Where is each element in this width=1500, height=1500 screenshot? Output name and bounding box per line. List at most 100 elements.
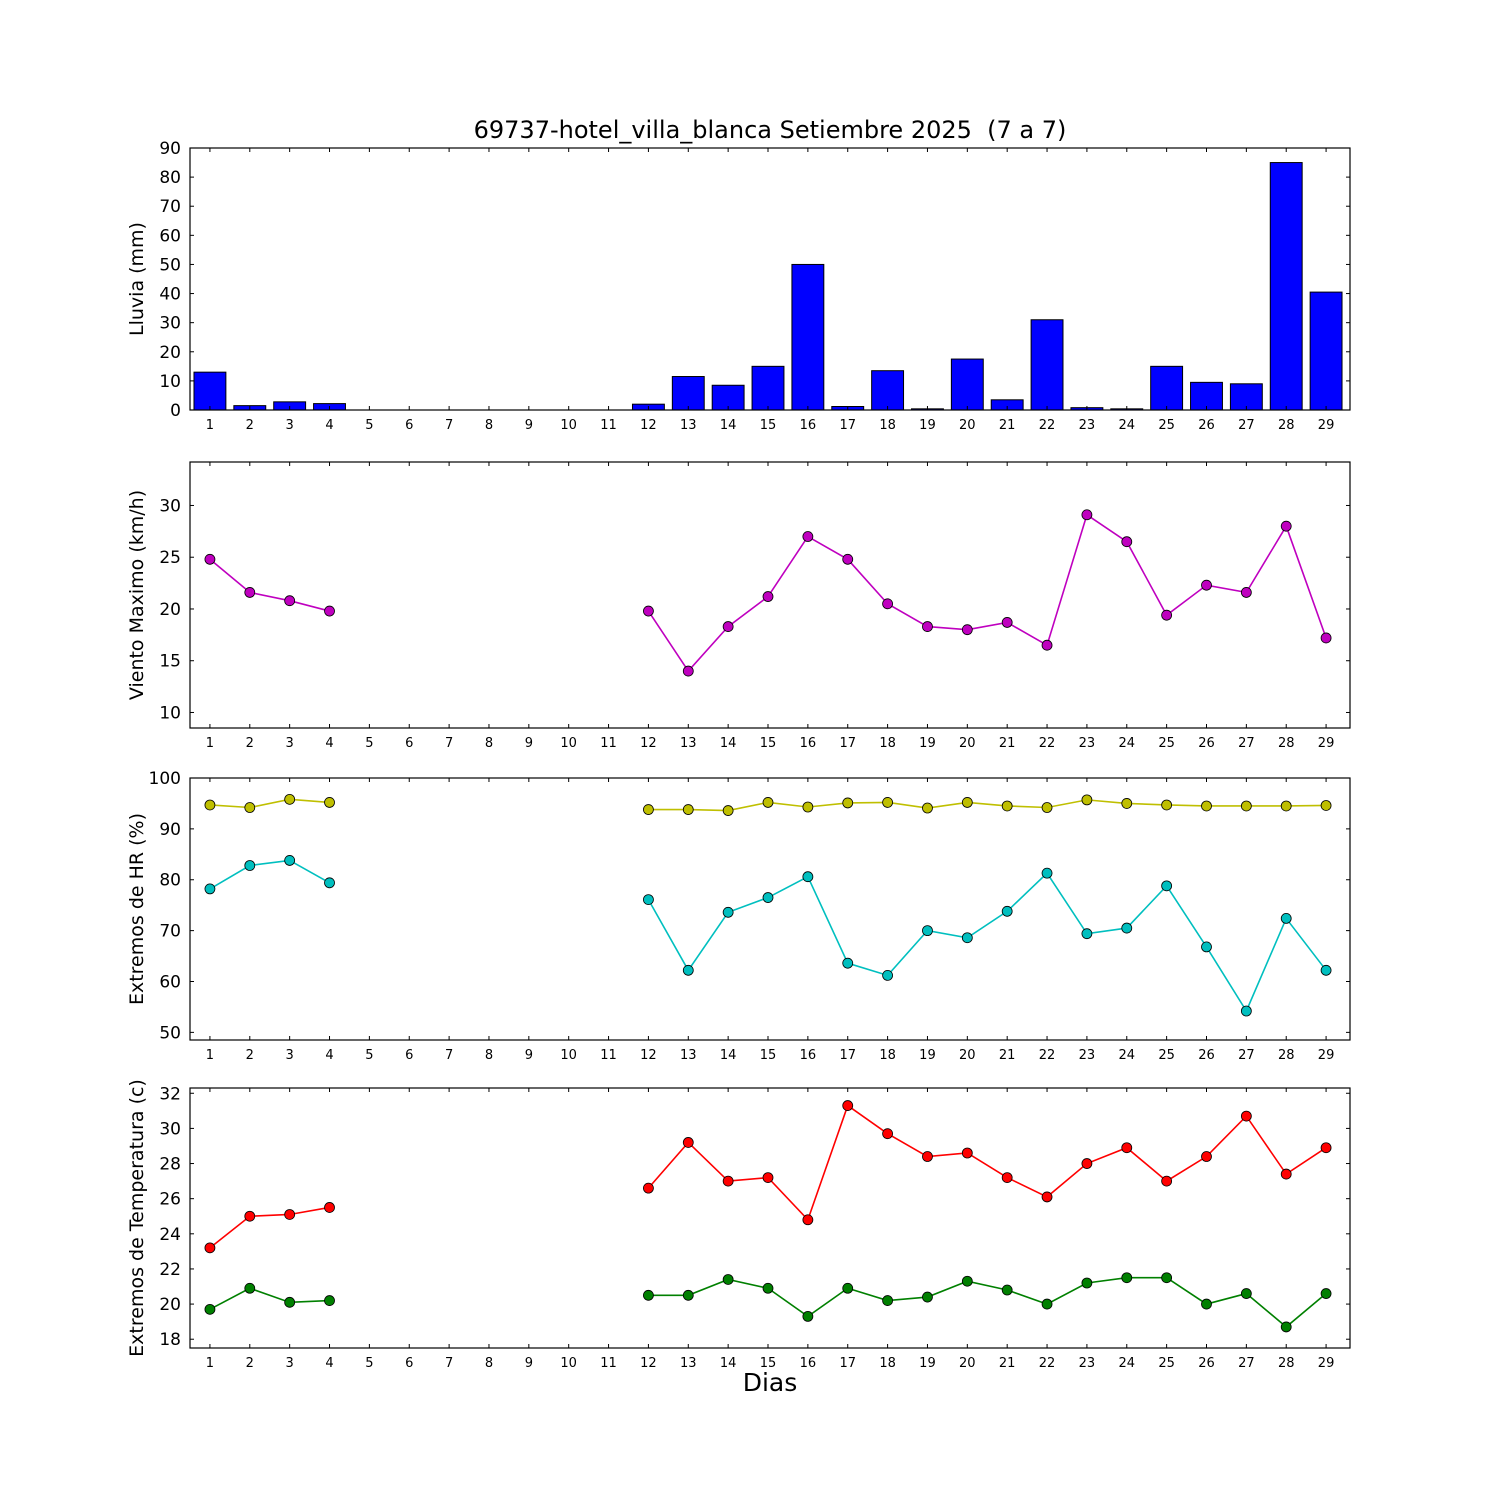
point-day-3 <box>284 595 296 607</box>
point-day-12 <box>643 1289 654 1301</box>
x-tick-label: 3 <box>286 736 294 751</box>
y-tick-label: 100 <box>149 769 181 789</box>
point-day-19 <box>922 621 933 632</box>
y-tick-label: 70 <box>159 197 181 217</box>
y-tick-label: 0 <box>170 401 181 421</box>
ylabel-hr: Extremos de HR (%) <box>126 812 148 1006</box>
point-day-16 <box>802 531 814 542</box>
x-tick-label: 19 <box>919 1048 936 1063</box>
point-day-14 <box>722 621 734 632</box>
point-day-21 <box>1001 905 1013 917</box>
point-day-28 <box>1280 1321 1292 1333</box>
series-viento <box>204 509 1332 677</box>
lluvia-bars <box>193 162 1343 411</box>
point-day-27 <box>1240 1005 1252 1017</box>
point-day-23 <box>1081 928 1093 940</box>
x-tick-label: 25 <box>1158 736 1175 751</box>
point-day-23 <box>1081 1277 1093 1289</box>
point-day-23 <box>1081 1158 1093 1169</box>
x-tick-labels: 1 2 3 4 5 6 7 8 9 10 11 12 13 14 15 16 17 18 19 20 21 22 23 24 2… <box>206 736 1335 751</box>
series-temp_max <box>204 1100 1332 1254</box>
x-tick-label: 23 <box>1079 1048 1096 1063</box>
y-tick-labels: 50 60 70 80 90 100 <box>149 769 181 1043</box>
x-tick-label: 7 <box>445 1356 453 1371</box>
x-tick-label: 21 <box>999 1356 1016 1371</box>
x-tick-label: 20 <box>959 1048 976 1063</box>
point-day-22 <box>1041 802 1053 813</box>
point-day-13 <box>682 665 694 677</box>
x-tick-label: 26 <box>1198 1048 1215 1063</box>
x-tick-label: 13 <box>680 418 697 433</box>
point-day-19 <box>922 802 933 814</box>
point-day-2 <box>244 1210 256 1222</box>
x-tick-label: 22 <box>1039 418 1056 433</box>
point-day-16 <box>802 801 814 813</box>
y-tick-label: 22 <box>159 1260 181 1280</box>
point-day-20 <box>961 797 973 808</box>
bar-day-20 <box>950 358 984 411</box>
point-day-17 <box>842 553 854 565</box>
x-tick-label: 6 <box>405 418 413 433</box>
series-hr_min <box>204 855 1332 1017</box>
x-tick-label: 14 <box>720 1356 737 1371</box>
x-tick-label: 2 <box>246 418 254 433</box>
x-tick-label: 28 <box>1278 418 1295 433</box>
point-day-22 <box>1041 867 1053 879</box>
point-day-3 <box>284 1296 296 1308</box>
tick-marks <box>190 147 1350 411</box>
x-tick-label: 29 <box>1318 418 1335 433</box>
y-tick-label: 20 <box>159 1295 181 1315</box>
x-tick-label: 21 <box>999 736 1016 751</box>
tick-marks <box>190 777 1350 1040</box>
x-tick-label: 5 <box>365 1048 373 1063</box>
point-day-24 <box>1121 536 1133 548</box>
point-day-3 <box>284 855 296 866</box>
y-tick-labels: 18 20 22 24 26 28 30 32 <box>159 1084 181 1350</box>
point-day-14 <box>722 805 734 816</box>
x-tick-label: 10 <box>560 736 577 751</box>
bar-day-14 <box>711 384 745 411</box>
x-tick-label: 5 <box>365 1356 373 1371</box>
subplot-temperatura: 1 2 3 4 5 6 7 8 9 10 11 12 13 14 15 16 17 18 19 20 21 22 23 24 2… <box>159 1084 1351 1371</box>
point-day-15 <box>762 1282 774 1294</box>
point-day-29 <box>1320 800 1332 811</box>
x-tick-label: 1 <box>206 1356 214 1371</box>
x-tick-label: 10 <box>560 1048 577 1063</box>
y-tick-label: 50 <box>159 255 181 275</box>
point-day-21 <box>1001 800 1013 812</box>
x-tick-label: 17 <box>839 1356 856 1371</box>
x-tick-label: 4 <box>325 736 333 751</box>
x-tick-label: 7 <box>445 1048 453 1063</box>
point-day-1 <box>204 799 216 811</box>
point-day-1 <box>204 1242 216 1254</box>
plot-frame <box>189 147 1351 411</box>
series-temp_min <box>204 1272 1332 1333</box>
x-tick-label: 16 <box>800 1048 817 1063</box>
x-tick-label: 9 <box>525 1356 533 1371</box>
point-day-23 <box>1081 794 1093 806</box>
x-tick-label: 16 <box>800 1356 817 1371</box>
point-day-20 <box>961 1275 973 1287</box>
point-day-2 <box>244 802 256 813</box>
y-tick-label: 40 <box>159 285 181 305</box>
ylabel-viento: Viento Maximo (km/h) <box>126 489 148 701</box>
x-tick-label: 7 <box>445 736 453 751</box>
y-tick-label: 10 <box>159 372 181 392</box>
x-tick-label: 23 <box>1079 418 1096 433</box>
x-tick-label: 10 <box>560 1356 577 1371</box>
x-tick-label: 9 <box>525 418 533 433</box>
bar-day-22 <box>1030 319 1064 411</box>
point-day-25 <box>1161 609 1173 621</box>
subplot-viento: 1 2 3 4 5 6 7 8 9 10 11 12 13 14 15 16 17 18 19 20 21 22 23 24 2… <box>159 461 1351 751</box>
y-tick-label: 18 <box>159 1330 181 1350</box>
point-day-26 <box>1201 1151 1212 1162</box>
point-day-21 <box>1001 1284 1013 1296</box>
x-tick-label: 25 <box>1158 418 1175 433</box>
x-tick-label: 12 <box>640 736 657 751</box>
x-tick-label: 7 <box>445 418 453 433</box>
point-day-21 <box>1001 1172 1013 1183</box>
point-day-18 <box>882 1128 893 1140</box>
point-day-17 <box>842 1282 854 1294</box>
x-tick-label: 11 <box>600 736 617 751</box>
point-day-27 <box>1240 800 1252 812</box>
